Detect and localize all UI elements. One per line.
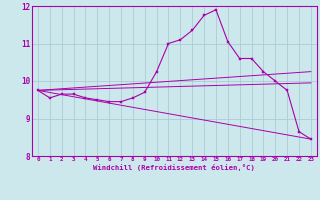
X-axis label: Windchill (Refroidissement éolien,°C): Windchill (Refroidissement éolien,°C) (93, 164, 255, 171)
